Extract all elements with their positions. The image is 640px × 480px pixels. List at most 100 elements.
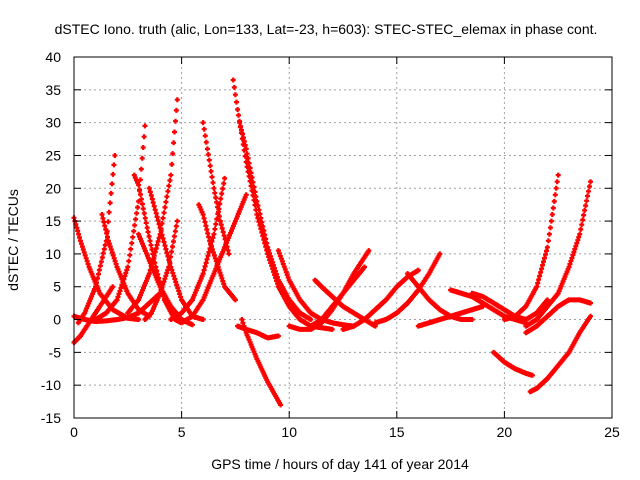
data-point xyxy=(175,98,179,102)
data-point xyxy=(352,272,356,275)
y-tick-label: -5 xyxy=(49,344,62,360)
series-arc-15 xyxy=(200,120,232,257)
data-point xyxy=(567,350,571,354)
data-point xyxy=(567,298,571,302)
data-point xyxy=(201,318,205,321)
x-tick-label: 0 xyxy=(70,424,78,440)
x-tick-label: 5 xyxy=(178,424,186,440)
data-point xyxy=(524,371,528,375)
data-point xyxy=(169,305,173,308)
data-point xyxy=(481,301,485,305)
data-point xyxy=(115,298,119,302)
data-point xyxy=(104,311,108,315)
data-point xyxy=(363,265,366,269)
series-arc-29 xyxy=(469,290,550,322)
data-point xyxy=(115,265,119,269)
data-point xyxy=(556,305,560,308)
data-point xyxy=(556,364,560,367)
y-tick-label: 35 xyxy=(45,82,61,98)
data-point xyxy=(154,265,158,269)
data-point xyxy=(190,323,194,327)
data-point xyxy=(83,311,87,315)
y-tick-label: 0 xyxy=(53,312,61,328)
data-point xyxy=(546,298,549,302)
data-point xyxy=(395,311,399,315)
data-point xyxy=(94,285,97,289)
data-point xyxy=(503,308,506,312)
series-arc-11 xyxy=(142,218,180,322)
data-point xyxy=(546,245,549,249)
data-point xyxy=(373,321,377,325)
data-point xyxy=(175,219,179,223)
data-point xyxy=(223,285,227,289)
data-point xyxy=(535,318,539,321)
data-point xyxy=(330,327,334,331)
x-axis-label: GPS time / hours of day 141 of year 2014 xyxy=(211,456,469,472)
series-arc-32 xyxy=(523,179,593,329)
plot-border xyxy=(73,56,613,419)
data-point xyxy=(589,301,592,305)
data-point xyxy=(201,121,205,125)
data-point xyxy=(535,311,539,315)
data-point xyxy=(352,278,356,282)
data-point xyxy=(169,173,173,177)
series-arc-12 xyxy=(168,175,228,322)
data-point xyxy=(535,324,539,328)
data-point xyxy=(384,298,388,302)
y-tick-label: 10 xyxy=(45,246,61,262)
data-point xyxy=(459,291,463,295)
data-point xyxy=(126,316,130,319)
data-point xyxy=(277,278,280,282)
data-point xyxy=(208,239,211,243)
grid-lines xyxy=(74,57,612,418)
data-point xyxy=(367,249,371,253)
y-tick-label: 15 xyxy=(45,213,61,229)
data-point xyxy=(113,154,117,157)
data-point xyxy=(147,186,151,190)
data-point xyxy=(546,305,549,308)
data-point xyxy=(438,252,442,256)
data-point xyxy=(104,319,108,323)
data-point xyxy=(167,265,171,269)
x-tick-label: 20 xyxy=(497,424,513,440)
data-point xyxy=(180,321,184,325)
data-point xyxy=(244,193,248,197)
series-arc-30 xyxy=(491,349,535,378)
data-point xyxy=(147,272,151,275)
data-point xyxy=(137,232,140,236)
data-point xyxy=(255,200,259,203)
data-point xyxy=(524,331,528,335)
data-point xyxy=(449,288,452,292)
data-point xyxy=(298,318,302,321)
data-point xyxy=(218,219,222,223)
series-markers xyxy=(239,317,284,408)
data-point xyxy=(137,318,140,321)
data-point xyxy=(567,265,571,269)
series-arc-19 xyxy=(239,317,284,408)
series-arc-23 xyxy=(308,264,367,329)
data-point xyxy=(238,121,242,125)
data-point xyxy=(231,78,235,82)
data-point xyxy=(206,147,209,151)
x-tick-label: 25 xyxy=(604,424,620,440)
data-point xyxy=(143,318,147,321)
y-tick-label: 40 xyxy=(45,49,61,65)
data-point xyxy=(459,318,463,321)
y-axis-label: dSTEC / TECUs xyxy=(5,189,21,291)
series-arc-34 xyxy=(523,297,593,336)
data-point xyxy=(201,272,205,275)
data-point xyxy=(180,311,184,315)
data-point xyxy=(589,314,592,318)
data-point xyxy=(190,298,194,302)
data-point xyxy=(83,318,87,321)
data-point xyxy=(85,324,89,328)
data-point xyxy=(98,291,102,295)
series-arc-8 xyxy=(125,97,180,316)
data-point xyxy=(352,311,356,315)
data-point xyxy=(309,311,313,315)
data-point xyxy=(503,318,506,321)
data-point xyxy=(470,291,474,295)
data-point xyxy=(76,321,80,325)
data-point xyxy=(320,318,323,321)
data-point xyxy=(528,390,532,394)
